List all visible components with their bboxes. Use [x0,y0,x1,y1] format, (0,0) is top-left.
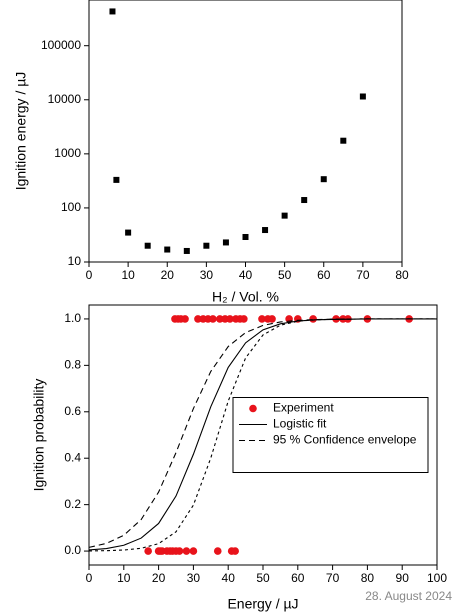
data-point [164,246,171,253]
legend-label: 95 % Confidence envelope [273,433,417,447]
data-point [175,547,184,555]
y-axis-title: Ignition probability [31,379,47,492]
data-point [109,8,116,15]
legend-marker [249,404,257,413]
x-tick-label: 0 [86,268,93,282]
data-point [262,227,269,234]
x-tick-label: 60 [291,571,305,585]
data-point [203,242,210,249]
y-tick-label: 0.0 [64,543,81,557]
data-point [258,315,266,323]
data-point [213,547,222,555]
x-tick-label: 10 [117,571,131,585]
y-tick-label: 100000 [41,38,81,52]
data-point [125,229,132,236]
data-point [320,176,327,183]
data-point [309,315,317,323]
date-footer: 28. August 2024 [365,589,452,603]
y-tick-label: 0.6 [64,404,81,418]
data-point [181,315,189,323]
data-point [182,547,191,555]
data-point [183,247,190,254]
x-tick-label: 90 [396,571,410,585]
y-tick-label: 100 [61,200,81,214]
legend-box [232,397,429,473]
x-tick-label: 30 [200,268,214,282]
x-tick-label: 10 [121,268,135,282]
x-tick-label: 80 [395,268,409,282]
x-tick-label: 100 [427,571,447,585]
x-tick-label: 70 [356,268,370,282]
data-point [231,547,239,555]
x-tick-label: 40 [239,268,253,282]
data-point [340,137,347,144]
y-tick-label: 0.4 [64,450,81,464]
x-tick-label: 80 [361,571,375,585]
data-point [281,212,288,219]
x-tick-label: 70 [326,571,340,585]
data-point [226,315,234,323]
x-tick-label: 20 [161,268,175,282]
y-tick-label: 10 [68,254,82,268]
data-point [216,315,224,323]
y-tick-label: 0.8 [64,358,81,372]
data-point [209,315,217,323]
legend-label: Experiment [273,401,334,415]
y-tick-label: 1000 [54,146,81,160]
x-axis-title: Energy / µJ [227,596,298,612]
data-point [359,93,366,100]
plot-frame [88,0,403,263]
data-point [144,242,151,249]
data-point [194,315,202,323]
y-tick-label: 10000 [48,92,82,106]
data-point [113,176,120,183]
x-tick-label: 20 [152,571,166,585]
x-tick-label: 40 [222,571,236,585]
data-point [189,547,198,555]
curve [88,318,437,552]
data-point [144,547,152,555]
y-tick-label: 0.2 [64,497,81,511]
x-tick-label: 30 [187,571,201,585]
data-point [301,197,308,204]
data-point [222,239,229,246]
data-point [240,315,248,323]
x-tick-label: 50 [278,268,292,282]
data-point [268,315,276,323]
data-point [242,233,249,240]
x-tick-label: 50 [256,571,270,585]
x-axis-title: H₂ / Vol. % [212,289,279,305]
x-tick-label: 0 [86,571,93,585]
legend-label: Logistic fit [273,417,327,431]
y-axis-title: Ignition energy / µJ [13,72,29,191]
x-tick-label: 60 [317,268,331,282]
y-tick-label: 1.0 [64,311,81,325]
